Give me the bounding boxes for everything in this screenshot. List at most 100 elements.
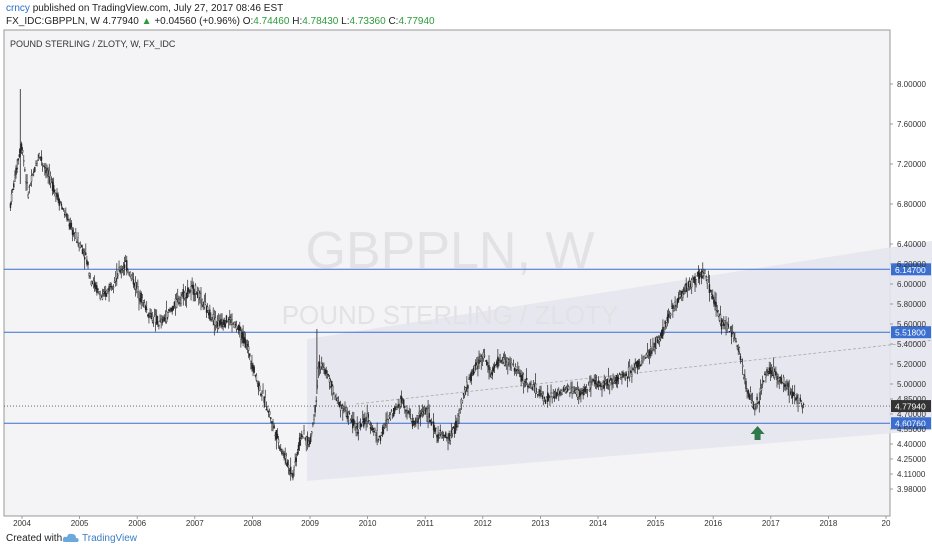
candle-body — [20, 143, 23, 151]
candle-body — [794, 394, 796, 396]
candle-body — [522, 373, 525, 384]
candle-body — [50, 179, 53, 181]
candle-body — [498, 359, 500, 361]
candle-body — [791, 391, 794, 398]
candle-body — [354, 423, 356, 428]
candle-body — [16, 167, 18, 170]
candle-body — [651, 350, 653, 354]
candle-body — [610, 377, 612, 381]
candle-body — [274, 434, 276, 437]
candle-body — [332, 385, 334, 394]
candle-body — [363, 418, 365, 427]
candle-body — [590, 381, 592, 388]
candle-body — [764, 373, 766, 375]
candle-body — [417, 417, 419, 423]
tradingview-brand[interactable]: TradingView — [82, 533, 138, 544]
candle-body — [331, 381, 333, 388]
y-tick-label: 7.20000 — [897, 160, 926, 169]
candle-body — [72, 232, 75, 235]
candle-body — [384, 424, 386, 427]
candle-body — [405, 409, 407, 412]
candle-body — [406, 410, 408, 413]
candle-body — [374, 428, 376, 431]
candle-body — [646, 351, 649, 356]
candle-body — [768, 367, 770, 375]
candle-body — [451, 429, 454, 435]
candle-body — [443, 434, 446, 437]
candle-body — [143, 302, 146, 308]
candle-body — [447, 438, 449, 443]
candle-body — [124, 260, 127, 262]
candle-body — [377, 438, 379, 441]
candle-body — [31, 174, 34, 176]
candle-body — [710, 294, 713, 297]
candle-body — [538, 389, 540, 393]
x-tick-label: 2010 — [359, 519, 377, 528]
candle-body — [327, 374, 330, 376]
candle-body — [18, 154, 21, 157]
chart[interactable]: GBPPLN, W POUND STERLING / ZLOTY POUND S… — [0, 28, 932, 528]
candle-body — [80, 245, 83, 248]
candle-body — [739, 355, 742, 361]
price-change: +0.04560 (+0.96%) — [154, 16, 240, 27]
candle-body — [70, 222, 73, 228]
candle-body — [448, 433, 450, 441]
candle-body — [625, 373, 628, 376]
candle-body — [81, 249, 84, 254]
candle-body — [69, 223, 71, 229]
candle-body — [45, 169, 47, 174]
candle-body — [452, 426, 455, 429]
candle-body — [727, 324, 729, 328]
candle-body — [549, 397, 551, 402]
candle-body — [350, 420, 353, 423]
candle-body — [621, 374, 623, 378]
candle-body — [425, 408, 427, 413]
candle-body — [666, 316, 669, 322]
candle-body — [57, 194, 59, 201]
candle-body — [103, 291, 106, 295]
candle-body — [38, 152, 40, 158]
author-link[interactable]: crncy — [6, 3, 30, 14]
candle-body — [322, 366, 324, 368]
candle-body — [687, 281, 690, 287]
candle-body — [373, 430, 375, 433]
candle-body — [506, 361, 508, 363]
candle-body — [304, 437, 306, 439]
candle-body — [637, 360, 640, 367]
candle-body — [292, 472, 294, 479]
candle-body — [298, 437, 301, 446]
candle-body — [108, 285, 110, 292]
candle-body — [379, 436, 382, 441]
candle-body — [35, 163, 37, 166]
candle-body — [503, 358, 506, 366]
candle-body — [91, 282, 94, 284]
candle-body — [734, 337, 736, 340]
candle-body — [397, 404, 399, 408]
candle-body — [633, 369, 635, 371]
candle-body — [202, 305, 204, 307]
candle-body — [154, 314, 157, 323]
candle-body — [215, 321, 218, 325]
candle-body — [276, 433, 279, 439]
x-tick-label: 2018 — [820, 519, 838, 528]
candle-body — [280, 449, 282, 451]
candle-body — [99, 294, 101, 299]
candle-body — [147, 314, 149, 316]
candle-body — [315, 400, 317, 402]
candle-body — [596, 384, 599, 387]
candle-body — [758, 400, 760, 405]
candle-body — [242, 332, 244, 344]
level-label: 4.60760 — [895, 419, 926, 429]
candle-body — [112, 286, 115, 288]
x-tick-label: 2016 — [704, 519, 722, 528]
candle-body — [306, 436, 309, 445]
candle-body — [776, 375, 778, 380]
candle-body — [160, 318, 162, 323]
candle-body — [461, 399, 464, 403]
candle-body — [547, 392, 549, 403]
candle-body — [265, 409, 268, 411]
candle-body — [509, 360, 511, 364]
candle-body — [286, 461, 289, 467]
candle-body — [599, 384, 601, 386]
candle-body — [579, 392, 581, 397]
